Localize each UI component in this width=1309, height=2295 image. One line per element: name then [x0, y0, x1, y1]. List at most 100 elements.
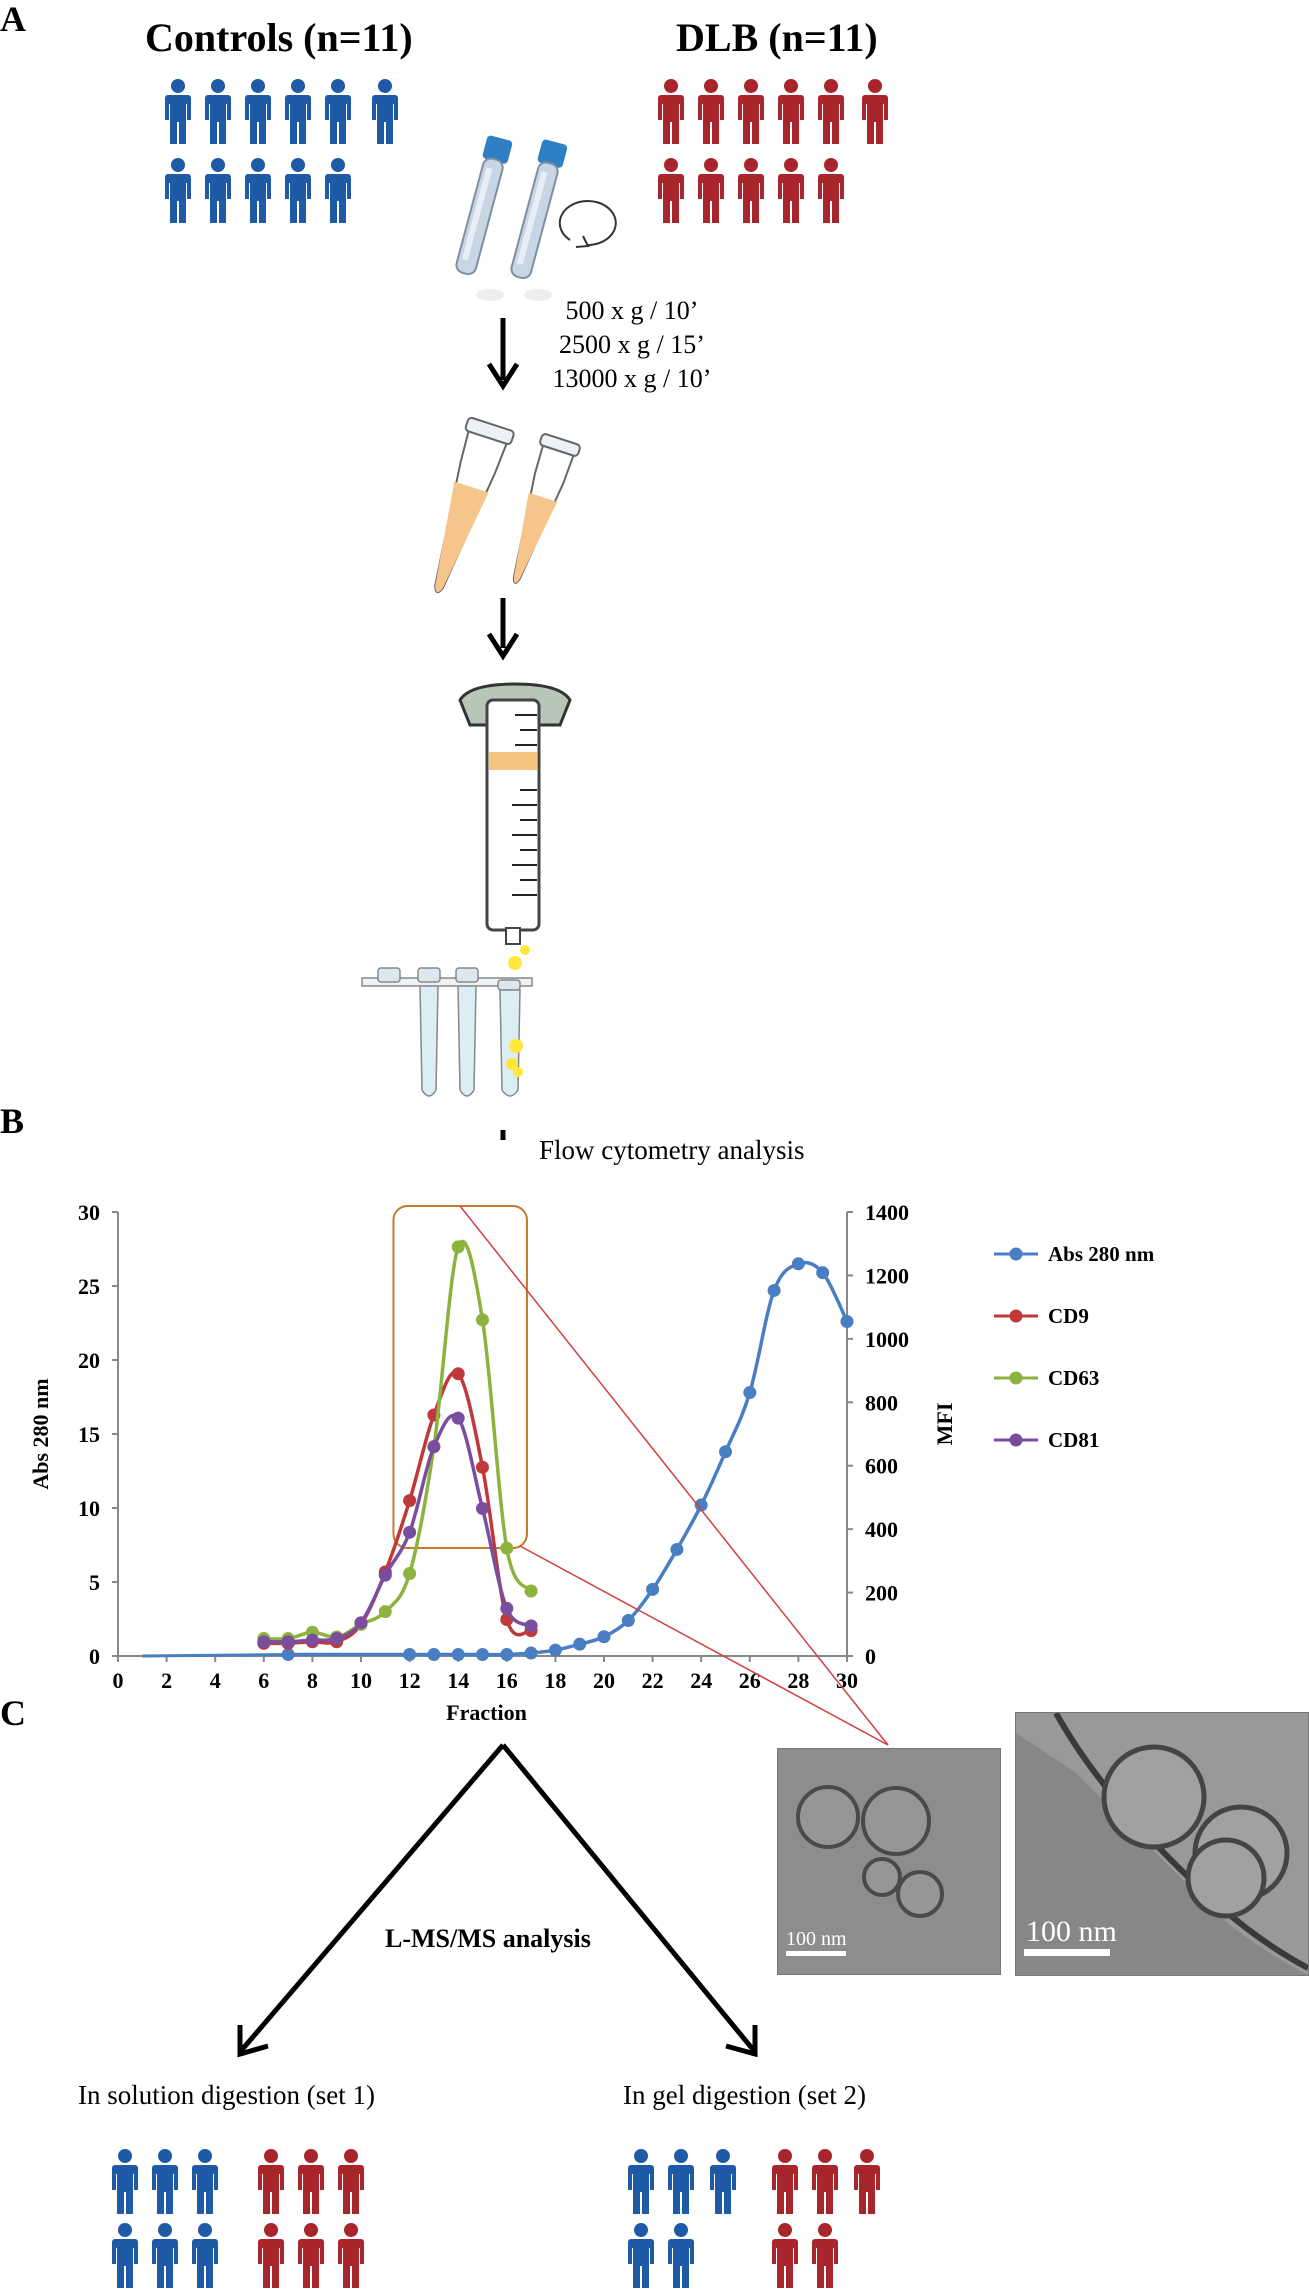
y-left-tick-label: 30 [78, 1200, 100, 1225]
arrowhead-icon [237, 2025, 269, 2058]
data-point [548, 1643, 562, 1657]
person-icon [668, 2223, 694, 2288]
data-point [500, 1648, 514, 1662]
person-icon [112, 2149, 138, 2214]
data-point [524, 1584, 538, 1598]
centrifugation-step-2: 2500 x g / 15’ [559, 330, 705, 359]
scale-bar-label: 100 nm [1026, 1915, 1117, 1948]
y-right-tick-label: 600 [865, 1454, 898, 1479]
set1-label: In solution digestion (set 1) [78, 2080, 375, 2110]
y-right-tick-label: 800 [865, 1390, 898, 1415]
person-icon [772, 2149, 798, 2214]
data-point [427, 1648, 441, 1662]
y-left-tick-label: 20 [78, 1348, 100, 1373]
data-point [524, 1619, 538, 1633]
person-icon [628, 2149, 654, 2214]
chart-series [142, 1239, 854, 1662]
y-right-tick-label: 1200 [865, 1263, 909, 1288]
data-point [840, 1315, 854, 1329]
person-icon [338, 2149, 364, 2214]
person-icon [862, 79, 888, 144]
legend-swatch-marker [1009, 1371, 1023, 1385]
data-point [816, 1266, 830, 1280]
series-line [263, 1239, 533, 1641]
arrow-down-icon [486, 598, 520, 661]
plasma-tubes-icon [434, 416, 581, 594]
data-point [791, 1257, 805, 1271]
person-icon [338, 2223, 364, 2288]
legend-label: CD9 [1048, 1304, 1089, 1328]
data-point [500, 1601, 514, 1615]
arrowhead-icon [725, 2025, 758, 2058]
data-point [476, 1502, 489, 1516]
y-left-tick-label: 5 [89, 1570, 100, 1595]
chart-axes [112, 1211, 853, 1662]
workflow-illustration [165, 79, 888, 1140]
centrifugation-step-1: 500 x g / 10’ [565, 296, 699, 325]
legend-item: Abs 280 nm [994, 1242, 1155, 1266]
legend-label: Abs 280 nm [1048, 1242, 1155, 1266]
person-icon [698, 79, 724, 144]
person-icon [258, 2149, 284, 2214]
y-right-tick-label: 200 [865, 1581, 898, 1606]
sec-column-icon [458, 682, 572, 970]
data-point [281, 1635, 295, 1649]
legend-swatch-marker [1009, 1247, 1023, 1261]
person-icon [325, 79, 351, 144]
scale-bar-label: 100 nm [786, 1928, 847, 1950]
data-point [767, 1283, 781, 1297]
series-cd63 [257, 1239, 538, 1646]
data-point [451, 1411, 465, 1425]
data-point [403, 1567, 417, 1581]
data-point [476, 1648, 489, 1662]
person-icon [165, 158, 191, 223]
set1-controls [112, 2149, 218, 2288]
y-left-tick-label: 10 [78, 1496, 100, 1521]
arrow-down-icon [486, 318, 520, 391]
dlb-title: DLB (n=11) [676, 15, 878, 60]
person-icon [298, 2149, 324, 2214]
data-point [694, 1498, 708, 1512]
data-point [330, 1632, 344, 1646]
person-icon [738, 79, 764, 144]
panel-label-c: C [0, 1693, 26, 1733]
legend-swatch-marker [1009, 1433, 1023, 1447]
panel-label-b: B [0, 1101, 25, 1141]
x-tick-label: 16 [496, 1668, 518, 1693]
x-tick-label: 10 [350, 1668, 372, 1693]
person-icon [854, 2149, 880, 2214]
x-tick-label: 26 [739, 1668, 761, 1693]
set2-dlb [772, 2149, 880, 2288]
x-tick-label: 24 [690, 1668, 712, 1693]
person-icon [778, 79, 804, 144]
legend-label: CD81 [1048, 1428, 1099, 1452]
y-right-tick-label: 400 [865, 1517, 898, 1542]
legend-item: CD9 [994, 1304, 1089, 1328]
person-icon [192, 2223, 218, 2288]
set2-label: In gel digestion (set 2) [623, 2080, 866, 2110]
data-point [427, 1440, 441, 1454]
person-icon [258, 2223, 284, 2288]
y-right-tick-label: 0 [865, 1644, 876, 1669]
data-point [257, 1635, 271, 1649]
person-icon [698, 158, 724, 223]
centrifugation-step-3: 13000 x g / 10’ [552, 364, 712, 393]
legend-label: CD63 [1048, 1366, 1099, 1390]
person-icon [710, 2149, 736, 2214]
x-tick-label: 2 [161, 1668, 172, 1693]
data-point [573, 1637, 587, 1651]
person-icon [285, 158, 311, 223]
data-point [378, 1568, 392, 1582]
fraction-chart: 0 2 4 6 8 10 12 14 16 18 20 22 24 26 28 300510152025300… [28, 1200, 1155, 1725]
person-icon [772, 2223, 798, 2288]
sets-people [112, 2149, 880, 2288]
data-point [305, 1633, 319, 1647]
person-icon [325, 158, 351, 223]
person-icon [818, 79, 844, 144]
y-left-tick-label: 25 [78, 1274, 100, 1299]
person-icon [298, 2223, 324, 2288]
data-point [403, 1648, 417, 1662]
data-point [451, 1367, 465, 1381]
chart-labels: 0 2 4 6 8 10 12 14 16 18 20 22 24 26 28 300510152025300… [28, 1200, 957, 1725]
